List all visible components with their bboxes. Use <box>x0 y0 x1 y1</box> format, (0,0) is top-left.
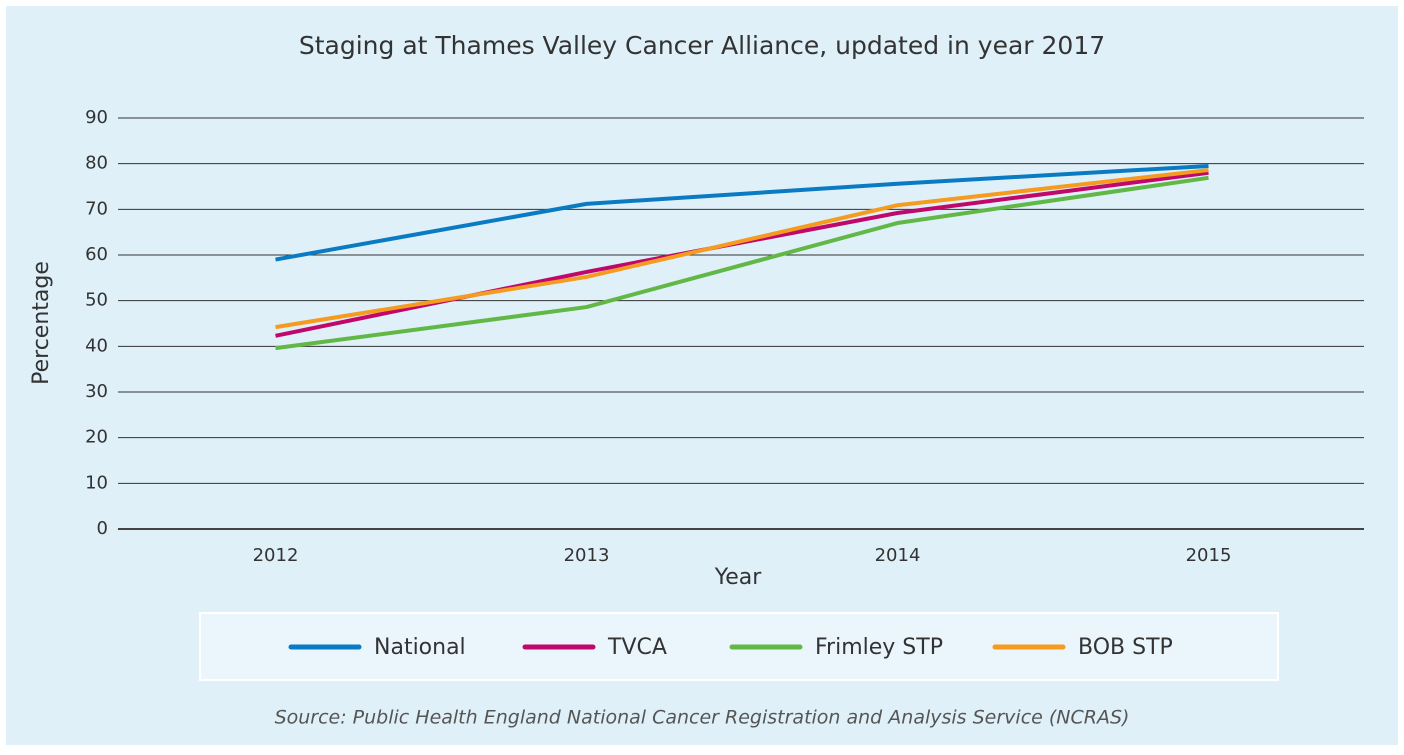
source-note: Source: Public Health England National C… <box>275 707 1130 729</box>
y-tick-label: 20 <box>85 427 108 448</box>
y-tick-label: 80 <box>85 153 108 174</box>
y-axis-label: Percentage <box>29 261 54 385</box>
y-tick-label: 0 <box>97 518 108 539</box>
y-tick-label: 50 <box>85 290 108 311</box>
y-tick-label: 60 <box>85 244 108 265</box>
y-tick-label: 70 <box>85 198 108 219</box>
x-tick-label: 2014 <box>875 545 921 566</box>
x-axis-label: Year <box>714 565 763 590</box>
series-line <box>275 168 1209 330</box>
y-tick-label: 40 <box>85 335 108 356</box>
legend-label: BOB STP <box>1078 635 1173 660</box>
y-tick-label: 10 <box>85 472 108 493</box>
x-tick-label: 2015 <box>1186 545 1232 566</box>
series-line <box>275 163 1209 262</box>
y-tick-label: 90 <box>85 107 108 128</box>
x-tick-label: 2013 <box>564 545 610 566</box>
legend-label: Frimley STP <box>815 635 943 660</box>
series-line <box>275 175 1209 351</box>
legend-label: TVCA <box>607 635 667 660</box>
x-tick-label: 2012 <box>253 545 299 566</box>
y-tick-label: 30 <box>85 381 108 402</box>
legend-label: National <box>374 635 466 660</box>
chart-title: Staging at Thames Valley Cancer Alliance… <box>299 31 1105 60</box>
